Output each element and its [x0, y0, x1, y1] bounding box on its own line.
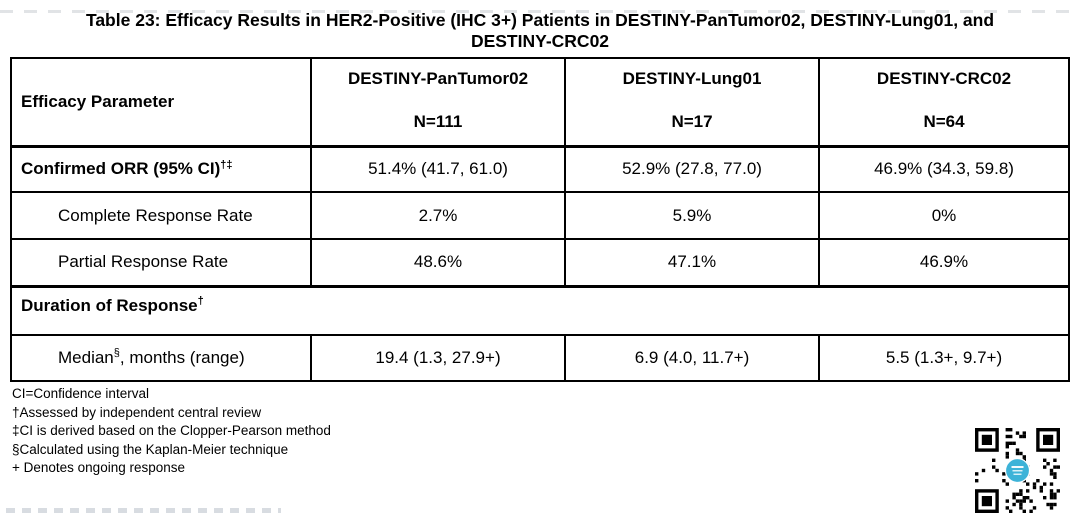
row-confirmed-orr: Confirmed ORR (95% CI)†‡ 51.4% (41.7, 61… [10, 145, 1070, 193]
cropped-text-artifact-bottom [6, 508, 281, 513]
study-name-lung01: DESTINY-Lung01 [622, 69, 762, 88]
crr-value-pantumor02: 2.7% [310, 191, 566, 240]
footnote-ci-definition: CI=Confidence interval [12, 386, 149, 401]
efficacy-results-table: Efficacy Parameter DESTINY-PanTumor02 N=… [10, 57, 1070, 382]
confirmed-orr-label: Confirmed ORR (95% CI)†‡ [10, 145, 312, 193]
footnote-section-mark: §Calculated using the Kaplan-Meier techn… [12, 441, 289, 457]
prr-value-pantumor02: 48.6% [310, 238, 566, 287]
study-name-pantumor02: DESTINY-PanTumor02 [347, 69, 529, 88]
header-study-pantumor02: DESTINY-PanTumor02 N=111 [310, 57, 566, 148]
footnote-dagger: †Assessed by independent central review [12, 404, 262, 420]
header-study-crc02: DESTINY-CRC02 N=64 [818, 57, 1070, 148]
median-value-crc02: 5.5 (1.3+, 9.7+) [818, 334, 1070, 382]
table-title: Table 23: Efficacy Results in HER2-Posit… [10, 10, 1070, 52]
median-footnote-mark: § [113, 347, 120, 360]
cropped-text-artifact-top [0, 10, 1080, 13]
median-value-lung01: 6.9 (4.0, 11.7+) [564, 334, 820, 382]
row-partial-response: Partial Response Rate 48.6% 47.1% 46.9% [10, 238, 1070, 287]
duration-label-text: Duration of Response [21, 295, 198, 315]
study-n-lung01: N=17 [671, 112, 713, 131]
complete-response-label: Complete Response Rate [10, 191, 312, 240]
median-value-pantumor02: 19.4 (1.3, 27.9+) [310, 334, 566, 382]
crr-value-lung01: 5.9% [564, 191, 820, 240]
qr-code-icon [975, 428, 1060, 513]
study-name-crc02: DESTINY-CRC02 [876, 69, 1012, 88]
table-title-line1: Table 23: Efficacy Results in HER2-Posit… [85, 10, 995, 30]
header-study-lung01: DESTINY-Lung01 N=17 [564, 57, 820, 148]
orr-value-pantumor02: 51.4% (41.7, 61.0) [310, 145, 566, 193]
duration-footnote-mark: † [197, 294, 204, 307]
median-label-rest: , months (range) [119, 348, 245, 367]
prr-value-lung01: 47.1% [564, 238, 820, 287]
study-n-pantumor02: N=111 [413, 112, 463, 131]
footnote-double-dagger: ‡CI is derived based on the Clopper-Pear… [12, 423, 331, 438]
median-label-text: Median [58, 348, 114, 367]
orr-value-crc02: 46.9% (34.3, 59.8) [818, 145, 1070, 193]
duration-of-response-label: Duration of Response† [10, 284, 1070, 336]
row-duration-of-response-section: Duration of Response† [10, 284, 1070, 336]
confirmed-orr-label-text: Confirmed ORR (95% CI) [21, 159, 221, 179]
study-n-crc02: N=64 [923, 112, 965, 131]
footnote-plus: + Denotes ongoing response [12, 460, 186, 475]
prr-value-crc02: 46.9% [818, 238, 1070, 287]
header-efficacy-parameter: Efficacy Parameter [10, 57, 312, 148]
median-label: Median§, months (range) [10, 334, 312, 382]
orr-value-lung01: 52.9% (27.8, 77.0) [564, 145, 820, 193]
partial-response-label: Partial Response Rate [10, 238, 312, 287]
row-median-dor: Median§, months (range) 19.4 (1.3, 27.9+… [10, 334, 1070, 382]
table-footnotes: CI=Confidence interval †Assessed by inde… [12, 385, 1080, 478]
table-title-line2: DESTINY-CRC02 [470, 31, 610, 51]
row-complete-response: Complete Response Rate 2.7% 5.9% 0% [10, 191, 1070, 240]
crr-value-crc02: 0% [818, 191, 1070, 240]
table-header-row: Efficacy Parameter DESTINY-PanTumor02 N=… [10, 57, 1070, 148]
confirmed-orr-footnote-marks: †‡ [220, 158, 233, 171]
